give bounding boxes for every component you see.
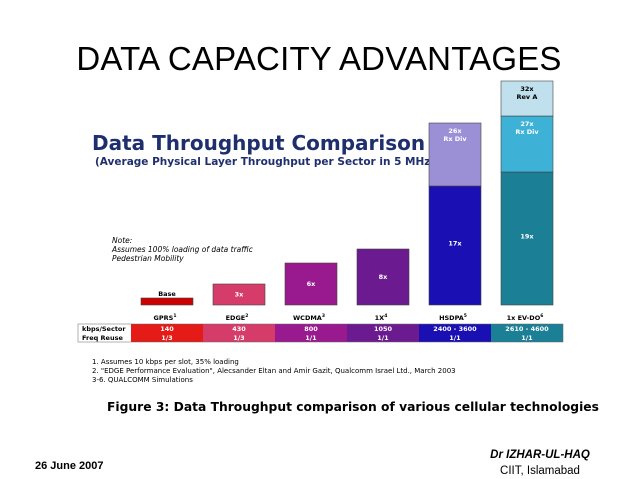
kbps-value: 1050 (374, 325, 393, 333)
bar-data-label: 8x (379, 273, 389, 281)
footnote: 2. "EDGE Performance Evaluation", Alecsa… (92, 367, 456, 375)
bar-data-label: 3x (235, 291, 245, 299)
note-line: Note: (112, 236, 133, 245)
row-header-label: kbps/Sector (82, 325, 126, 333)
table-cell (419, 324, 491, 342)
footnote: 1. Assumes 10 kbps per slot, 35% loading (92, 358, 239, 366)
table-cell (203, 324, 275, 342)
category-label: HSDPA5 (439, 313, 467, 322)
kbps-value: 800 (304, 325, 318, 333)
table-border (77, 323, 564, 343)
slide-date: 26 June 2007 (35, 460, 104, 472)
kbps-value: 2400 - 3600 (433, 325, 477, 333)
bar-gprs-seg0 (140, 297, 194, 306)
bar-data-label: Base (158, 290, 176, 298)
chart-title: Data Throughput Comparison (92, 131, 426, 155)
bar-1x-ev-do-seg2 (500, 80, 554, 117)
author-block: Dr IZHAR-UL-HAQ CIIT, Islamabad (480, 447, 600, 479)
freq-reuse-value: 1/1 (305, 334, 317, 342)
chart-footnotes: 1. Assumes 10 kbps per slot, 35% loading… (92, 358, 456, 385)
bar-1x-ev-do-seg0 (500, 171, 554, 306)
table-cell (491, 324, 563, 342)
bar-data-label: Rev A (517, 93, 538, 101)
category-label: WCDMA3 (293, 313, 325, 322)
freq-reuse-value: 1/1 (377, 334, 389, 342)
freq-reuse-value: 1/3 (233, 334, 244, 342)
category-label: GPRS1 (154, 313, 177, 322)
bar-edge-seg0 (212, 283, 266, 306)
row-header-label: Freq Reuse (82, 334, 123, 342)
bar-data-label: 26x (448, 127, 462, 135)
category-label: 1x EV-DO6 (507, 313, 544, 322)
kbps-value: 140 (160, 325, 174, 333)
freq-reuse-value: 1/1 (449, 334, 461, 342)
figure-caption: Figure 3: Data Throughput comparison of … (107, 400, 599, 414)
table-cell (131, 324, 203, 342)
category-label: EDGE2 (226, 313, 249, 322)
chart-note: Note: Assumes 100% loading of data traff… (112, 236, 253, 263)
bar-data-label: Rx Div (443, 135, 467, 143)
bar-hsdpa-seg0 (428, 185, 482, 306)
table-cell (275, 324, 347, 342)
bar-1x-seg0 (356, 248, 410, 306)
bar-data-label: 27x (520, 120, 534, 128)
bar-data-label: Rx Div (515, 128, 539, 136)
footnote: 3-6. QUALCOMM Simulations (92, 376, 193, 384)
kbps-value: 430 (232, 325, 246, 333)
freq-reuse-value: 1/3 (161, 334, 172, 342)
author-affiliation: CIIT, Islamabad (500, 465, 580, 477)
bar-data-label: 6x (307, 280, 317, 288)
category-label: 1X4 (375, 313, 388, 322)
freq-reuse-value: 1/1 (521, 334, 533, 342)
slide-title: DATA CAPACITY ADVANTAGES (76, 40, 562, 77)
table-header-cell (78, 324, 131, 342)
table-cell (347, 324, 419, 342)
bar-data-label: 17x (448, 240, 462, 248)
note-line: Pedestrian Mobility (112, 254, 184, 263)
bar-hsdpa-seg1 (428, 122, 482, 187)
author-name: Dr IZHAR-UL-HAQ (490, 449, 590, 461)
bar-data-label: 32x (520, 85, 534, 93)
bar-data-label: 19x (520, 233, 534, 241)
chart-subtitle: (Average Physical Layer Throughput per S… (95, 156, 436, 168)
kbps-value: 2610 - 4600 (505, 325, 549, 333)
bar-wcdma-seg0 (284, 262, 338, 306)
note-line: Assumes 100% loading of data traffic (112, 245, 253, 254)
